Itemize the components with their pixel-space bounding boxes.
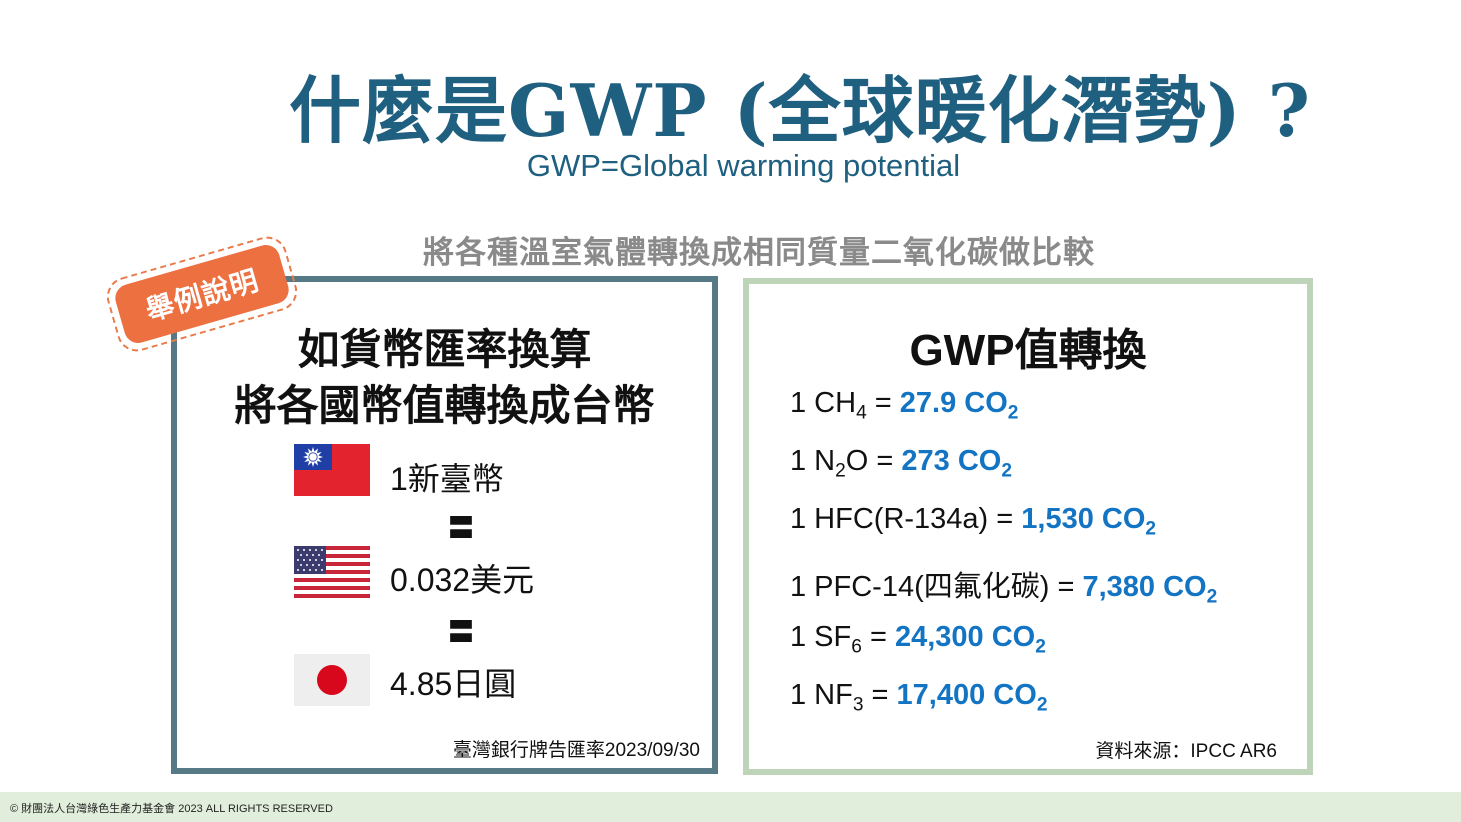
currency-heading-line2: 將各國幣值轉換成台幣: [234, 381, 655, 430]
gwp-conversion-panel: GWP值轉換 1 CH4 = 27.9 CO2 1 N2O = 273 CO2 …: [743, 278, 1313, 775]
gwp-heading: GWP值轉換: [909, 326, 1147, 375]
equals-sign: =: [861, 621, 895, 653]
intro-text: 將各種溫室氣體轉換成相同質量二氧化碳做比較: [423, 235, 1095, 271]
gas-label: 1 PFC-14(四氟化碳): [790, 571, 1050, 603]
gas-label: 1 HFC(R-134a): [790, 503, 989, 535]
gwp-value: 27.9 CO: [899, 387, 1008, 419]
currency-twd: 1新臺幣: [390, 461, 504, 497]
gas-label: 1 N: [790, 445, 836, 477]
data-source-note: 資料來源：IPCC AR6: [1095, 741, 1277, 762]
equals-sign: =: [988, 503, 1022, 535]
gas-label: 1 SF: [790, 621, 852, 653]
gas-label: 1 NF: [790, 679, 853, 711]
equals-sign: =: [1049, 571, 1083, 603]
currency-example-panel: 如貨幣匯率換算 將各國幣值轉換成台幣: [171, 276, 718, 774]
gas-label: 1 CH: [790, 387, 857, 419]
gas-subscript: 2: [835, 460, 846, 482]
gwp-row-ch4: 1 CH4 = 27.9 CO2: [790, 387, 1018, 423]
currency-heading-line1: 如貨幣匯率換算: [297, 325, 592, 374]
equals-symbol: 〓: [448, 618, 474, 648]
gwp-value-subscript: 2: [1145, 518, 1157, 540]
copyright-text: © 財團法人台灣綠色生產力基金會 2023 ALL RIGHTS RESERVE…: [10, 803, 333, 815]
equals-sign: =: [866, 387, 900, 419]
gwp-value: 1,530 CO: [1021, 503, 1146, 535]
gas-subscript: 4: [856, 402, 867, 424]
gwp-value-subscript: 2: [1206, 586, 1218, 608]
gwp-row-sf6: 1 SF6 = 24,300 CO2: [790, 621, 1046, 657]
gwp-value-subscript: 2: [1001, 460, 1012, 482]
gwp-value-subscript: 2: [1036, 694, 1048, 716]
usa-flag-icon: [294, 546, 370, 598]
equals-sign: =: [868, 445, 902, 477]
currency-jpy: 4.85日圓: [390, 666, 517, 702]
gwp-value: 24,300 CO: [894, 621, 1036, 653]
exchange-rate-source: 臺灣銀行牌告匯率2023/09/30: [452, 740, 700, 761]
currency-usd: 0.032美元: [390, 562, 535, 598]
equals-sign: =: [863, 679, 897, 711]
gwp-row-n2o: 1 N2O = 273 CO2: [790, 445, 1012, 481]
page-title: 什麼是GWP (全球暖化潛勢) ?: [289, 68, 1311, 153]
gwp-row-nf3: 1 NF3 = 17,400 CO2: [790, 679, 1047, 715]
gwp-value: 7,380 CO: [1082, 571, 1207, 603]
page-subtitle: GWP=Global warming potential: [526, 148, 961, 183]
gwp-value: 17,400 CO: [896, 679, 1037, 711]
gwp-row-pfc14: 1 PFC-14(四氟化碳) = 7,380 CO2: [790, 563, 1218, 608]
footer-bar: © 財團法人台灣綠色生產力基金會 2023 ALL RIGHTS RESERVE…: [0, 792, 1461, 822]
gwp-value-subscript: 2: [1035, 636, 1046, 658]
gas-label-tail: O: [845, 445, 869, 477]
taiwan-flag-icon: [294, 444, 370, 496]
gas-subscript: 3: [852, 694, 864, 716]
equals-symbol: 〓: [448, 514, 474, 544]
gwp-value-subscript: 2: [1007, 402, 1019, 424]
gas-subscript: 6: [851, 636, 862, 658]
gwp-value: 273 CO: [901, 445, 1002, 477]
japan-flag-icon: [294, 654, 370, 706]
gwp-row-hfc: 1 HFC(R-134a) = 1,530 CO2: [790, 503, 1156, 539]
